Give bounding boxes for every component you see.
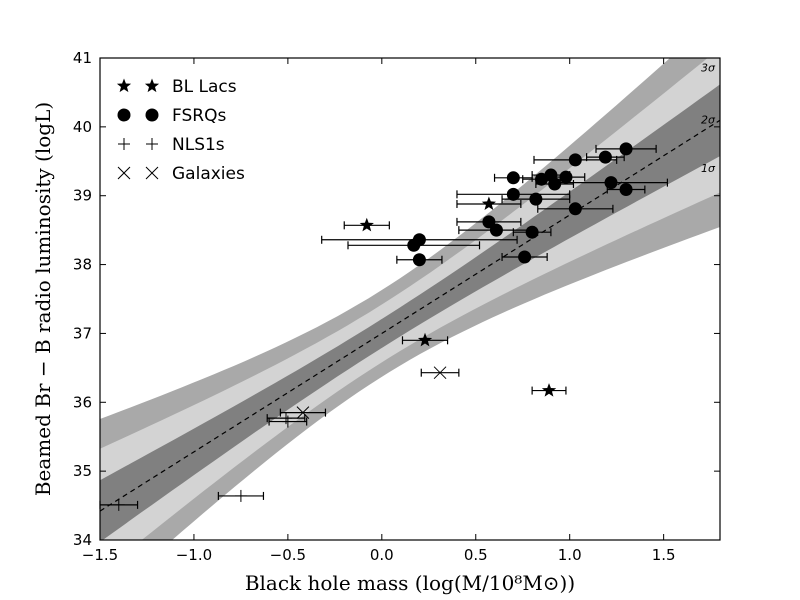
- x-tick-label-5: 1.0: [558, 546, 582, 564]
- galaxies-marker-1-b: [296, 406, 310, 419]
- fsrqs-point-17: [347, 238, 481, 252]
- legend-nls1s-marker-a: [118, 138, 130, 150]
- bl-lacs-marker-3: [541, 383, 557, 397]
- fsrqs-point-18: [396, 253, 443, 267]
- band-labels: 3σ 2σ 1σ: [701, 62, 716, 176]
- x-tick-label-0: −1.5: [82, 546, 118, 564]
- fsrqs-marker-9: [619, 183, 633, 197]
- nls1s-point-1: [217, 489, 265, 502]
- legend-galaxies-marker-a-b: [117, 166, 131, 180]
- legend-nls1s-marker-b: [146, 138, 158, 150]
- x-axis-title: Black hole mass (log(M/10⁸M⊙)): [245, 571, 575, 595]
- galaxies-point-0: [420, 366, 460, 380]
- galaxies-marker-1: [296, 406, 310, 419]
- legend-fsrqs-label: FSRQs: [172, 106, 226, 126]
- fsrqs-marker-11: [529, 192, 543, 206]
- fsrqs-marker-18: [412, 253, 426, 267]
- x-tick-label-6: 1.5: [652, 546, 676, 564]
- x-tick-label-1: −1.0: [176, 546, 212, 564]
- legend-nls1s-label: NLS1s: [172, 135, 225, 155]
- y-tick-label-2: 36: [73, 393, 92, 411]
- legend-bl-lacs-marker-a: [116, 78, 132, 93]
- y-tick-label-3: 37: [73, 324, 92, 342]
- data-points: [99, 142, 668, 511]
- nls1s-marker-1: [234, 489, 247, 502]
- fsrqs-marker-12: [568, 202, 582, 216]
- fsrqs-marker-13: [482, 215, 496, 229]
- nls1s-marker-0: [112, 498, 125, 511]
- y-tick-label-0: 34: [73, 531, 92, 549]
- bl-lacs-marker-1: [481, 196, 496, 210]
- band-label-3σ: 3σ: [701, 62, 716, 75]
- nls1s-point-3: [268, 415, 308, 428]
- y-tick-label-7: 41: [73, 49, 92, 67]
- fsrqs-marker-19: [518, 250, 532, 264]
- legend: BL Lacs FSRQs NLS1s Galaxies: [116, 77, 245, 184]
- fsrqs-point-6: [546, 170, 586, 184]
- legend-galaxies-label: Galaxies: [172, 164, 245, 184]
- confidence-band-1σ: [100, 84, 720, 540]
- band-label-2σ: 2σ: [701, 113, 716, 126]
- x-tick-label-2: −0.5: [270, 546, 306, 564]
- fsrqs-marker-8: [604, 176, 618, 190]
- legend-galaxies-marker-a: [117, 166, 131, 180]
- legend-galaxies-marker-b: [145, 166, 159, 180]
- galaxies-marker-0-b: [433, 366, 447, 380]
- axes: −1.5 −1.0 −0.5 0.0 0.5 1.0 1.5 34 35 36 37 38 39 40 41: [73, 49, 720, 564]
- fsrqs-point-19: [501, 250, 548, 264]
- x-tick-label-3: 0.0: [370, 546, 394, 564]
- fsrqs-point-10: [456, 187, 571, 201]
- fsrqs-point-9: [606, 183, 646, 197]
- bl-lacs-point-2: [401, 332, 449, 347]
- legend-galaxies-marker-b-b: [145, 166, 159, 180]
- bl-lacs-marker-0: [359, 217, 374, 232]
- plot-frame: [99, 57, 721, 541]
- legend-bl-lacs-marker-b: [144, 78, 160, 93]
- fsrqs-marker-2: [598, 150, 612, 164]
- confidence-bands: [100, 58, 720, 540]
- bl-lacs-marker-2: [417, 332, 433, 347]
- y-tick-label-6: 40: [73, 118, 92, 136]
- y-tick-label-1: 35: [73, 462, 92, 480]
- fsrqs-marker-10: [506, 187, 520, 201]
- fsrqs-marker-14: [489, 223, 503, 237]
- fsrqs-marker-15: [525, 225, 539, 239]
- galaxies-point-1: [279, 406, 327, 419]
- y-axis-title: Beamed Br − B radio luminosity (logL): [31, 102, 55, 496]
- bl-lacs-point-0: [343, 217, 390, 232]
- x-tick-label-4: 0.5: [464, 546, 488, 564]
- bl-lacs-point-1: [456, 196, 522, 210]
- fsrqs-point-15: [512, 225, 552, 239]
- band-label-1σ: 1σ: [701, 162, 716, 175]
- fsrqs-point-12: [537, 202, 614, 216]
- fsrqs-point-0: [595, 142, 657, 156]
- fsrqs-point-11: [501, 192, 571, 206]
- fsrqs-marker-0: [619, 142, 633, 156]
- fsrqs-marker-6: [559, 170, 573, 184]
- y-tick-label-5: 39: [73, 187, 92, 205]
- nls1s-marker-3: [281, 415, 294, 428]
- bl-lacs-point-3: [531, 383, 567, 397]
- legend-fsrqs-marker-a: [117, 108, 131, 122]
- legend-bl-lacs-label: BL Lacs: [172, 77, 237, 97]
- fsrqs-marker-17: [407, 238, 421, 252]
- fsrqs-point-13: [456, 215, 522, 229]
- y-tick-label-4: 38: [73, 256, 92, 274]
- fsrqs-marker-1: [568, 153, 582, 167]
- galaxies-marker-0: [433, 366, 447, 380]
- legend-fsrqs-marker-b: [145, 108, 159, 122]
- fsrqs-marker-3: [506, 171, 520, 185]
- fsrqs-point-2: [586, 150, 625, 164]
